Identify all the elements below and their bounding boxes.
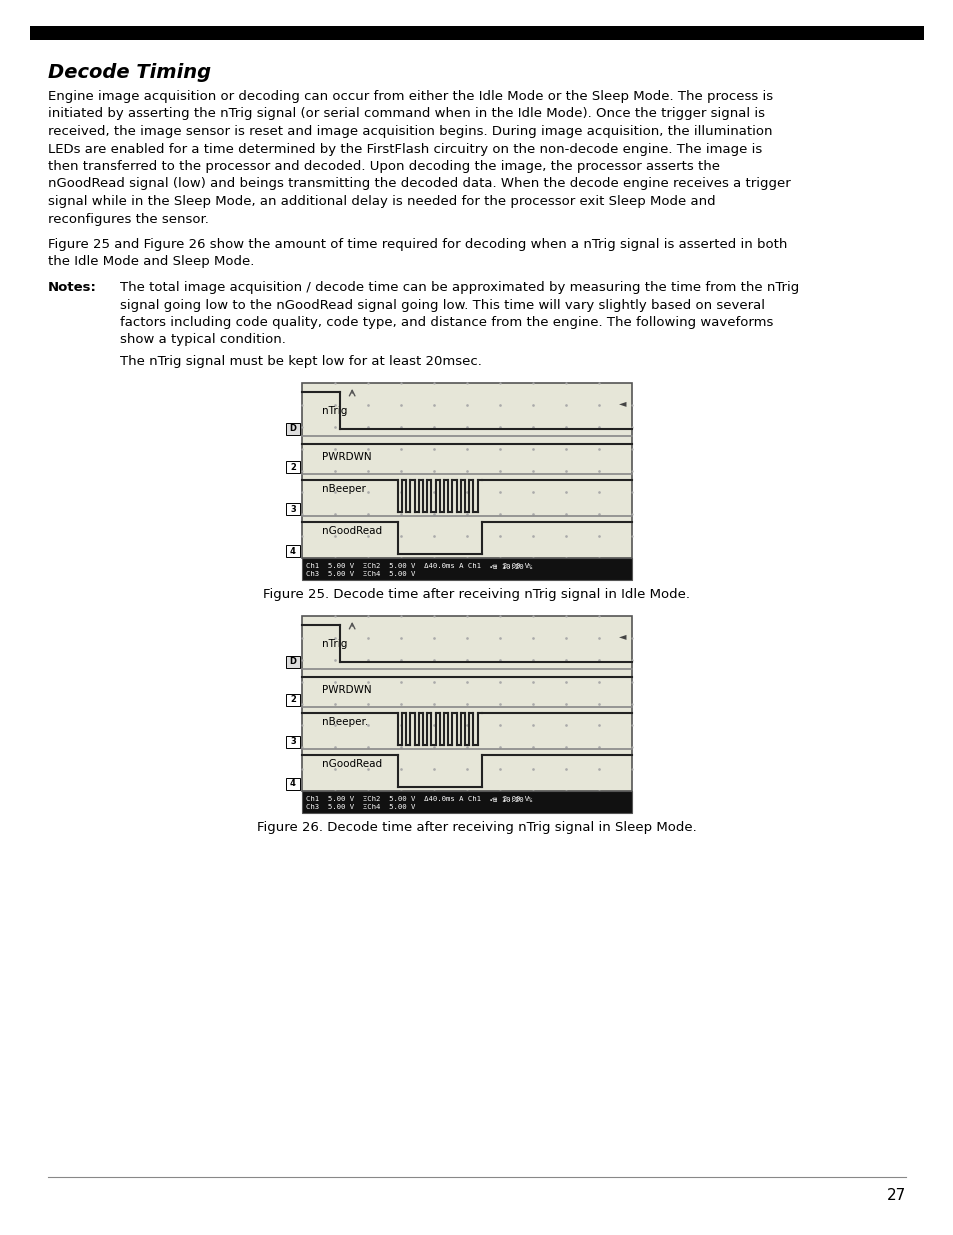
Text: nTrig: nTrig: [322, 640, 347, 650]
Text: reconfigures the sensor.: reconfigures the sensor.: [48, 212, 209, 226]
Text: then transferred to the processor and decoded. Upon decoding the image, the proc: then transferred to the processor and de…: [48, 161, 720, 173]
Text: Figure 25. Decode time after receiving nTrig signal in Idle Mode.: Figure 25. Decode time after receiving n…: [263, 588, 690, 601]
Text: initiated by asserting the nTrig signal (or serial command when in the Idle Mode: initiated by asserting the nTrig signal …: [48, 107, 764, 121]
Text: Figure 26. Decode time after receiving nTrig signal in Sleep Mode.: Figure 26. Decode time after receiving n…: [257, 821, 696, 834]
Text: nGoodRead: nGoodRead: [322, 526, 382, 536]
Bar: [286, 694, 299, 706]
Text: 3: 3: [290, 737, 295, 746]
Text: Decode Timing: Decode Timing: [48, 63, 211, 82]
Text: Ch1  5.00 V  ΞCh2  5.00 V  Δ40.0ms A Ch1  ↙  2.00 V: Ch1 5.00 V ΞCh2 5.00 V Δ40.0ms A Ch1 ↙ 2…: [306, 797, 529, 802]
Bar: [286, 422, 299, 435]
Bar: [302, 790, 631, 813]
Text: ⊞ 10.20 %: ⊞ 10.20 %: [493, 797, 532, 803]
Text: Ch3  5.00 V  ΞCh4  5.00 V: Ch3 5.00 V ΞCh4 5.00 V: [306, 804, 415, 810]
Text: ◄: ◄: [618, 398, 625, 409]
Bar: [286, 736, 299, 748]
Text: 27: 27: [886, 1188, 905, 1203]
Text: D: D: [289, 424, 296, 433]
Bar: [286, 656, 299, 667]
Text: the Idle Mode and Sleep Mode.: the Idle Mode and Sleep Mode.: [48, 256, 254, 268]
Text: nTrig: nTrig: [322, 406, 347, 416]
Text: show a typical condition.: show a typical condition.: [120, 333, 286, 347]
Text: Ch3  5.00 V  ΞCh4  5.00 V: Ch3 5.00 V ΞCh4 5.00 V: [306, 571, 415, 577]
Text: The total image acquisition / decode time can be approximated by measuring the t: The total image acquisition / decode tim…: [120, 282, 799, 294]
Text: 2: 2: [290, 695, 295, 704]
Text: PWRDWN: PWRDWN: [322, 684, 372, 695]
Text: Figure 25 and Figure 26 show the amount of time required for decoding when a nTr: Figure 25 and Figure 26 show the amount …: [48, 238, 786, 251]
Text: 2: 2: [290, 462, 295, 472]
Text: Notes:: Notes:: [48, 282, 97, 294]
Text: nBeeper.: nBeeper.: [322, 716, 368, 726]
Bar: [286, 503, 299, 515]
Text: D: D: [289, 657, 296, 666]
Text: ⊞ 10.20 %: ⊞ 10.20 %: [493, 564, 532, 571]
Text: LEDs are enabled for a time determined by the FirstFlash circuitry on the non-de: LEDs are enabled for a time determined b…: [48, 142, 761, 156]
Bar: [30, 26, 923, 40]
Text: 3: 3: [290, 505, 295, 514]
Text: The nTrig signal must be kept low for at least 20msec.: The nTrig signal must be kept low for at…: [120, 354, 481, 368]
Text: 4: 4: [290, 779, 295, 788]
Text: ◄: ◄: [618, 631, 625, 641]
Text: nGoodRead: nGoodRead: [322, 758, 382, 768]
Text: PWRDWN: PWRDWN: [322, 452, 372, 462]
Text: received, the image sensor is reset and image acquisition begins. During image a: received, the image sensor is reset and …: [48, 125, 772, 138]
Text: factors including code quality, code type, and distance from the engine. The fol: factors including code quality, code typ…: [120, 316, 773, 329]
Text: nBeeper: nBeeper: [322, 484, 366, 494]
Text: Ch1  5.00 V  ΞCh2  5.00 V  Δ40.0ms A Ch1  ↙  2.00 V: Ch1 5.00 V ΞCh2 5.00 V Δ40.0ms A Ch1 ↙ 2…: [306, 563, 529, 569]
Text: nGoodRead signal (low) and beings transmitting the decoded data. When the decode: nGoodRead signal (low) and beings transm…: [48, 178, 790, 190]
Bar: [302, 616, 631, 790]
Bar: [286, 461, 299, 473]
Text: 4: 4: [290, 547, 295, 556]
Text: Engine image acquisition or decoding can occur from either the Idle Mode or the : Engine image acquisition or decoding can…: [48, 90, 772, 103]
Bar: [286, 545, 299, 557]
Bar: [302, 383, 631, 558]
Text: signal while in the Sleep Mode, an additional delay is needed for the processor : signal while in the Sleep Mode, an addit…: [48, 195, 715, 207]
Bar: [286, 778, 299, 790]
Bar: [302, 558, 631, 580]
Text: signal going low to the nGoodRead signal going low. This time will vary slightly: signal going low to the nGoodRead signal…: [120, 299, 764, 311]
